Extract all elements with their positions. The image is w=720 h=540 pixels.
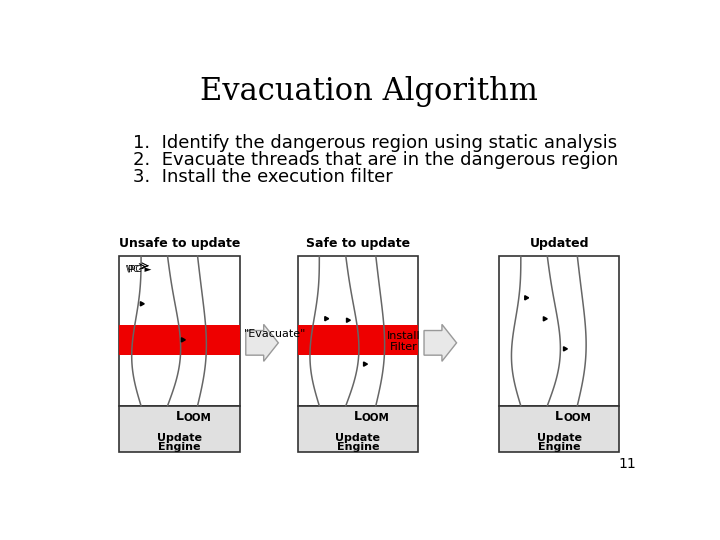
Polygon shape — [346, 318, 351, 322]
Polygon shape — [525, 296, 528, 300]
Text: L: L — [176, 410, 184, 423]
Text: Unsafe to update: Unsafe to update — [119, 237, 240, 249]
Text: 11: 11 — [618, 457, 636, 471]
Text: $\backslash$PC: $\backslash$PC — [125, 264, 140, 274]
Polygon shape — [364, 362, 367, 366]
Text: OOM: OOM — [563, 413, 591, 423]
Bar — [120, 325, 240, 355]
Bar — [120, 256, 240, 406]
Polygon shape — [544, 316, 547, 321]
Text: Engine: Engine — [158, 442, 201, 452]
Text: 3.  Install the execution filter: 3. Install the execution filter — [132, 168, 392, 186]
Text: Engine: Engine — [538, 442, 580, 452]
Text: L: L — [555, 410, 563, 423]
Text: Update: Update — [336, 433, 380, 443]
Text: 2.  Evacuate threads that are in the dangerous region: 2. Evacuate threads that are in the dang… — [132, 151, 618, 169]
Text: Update: Update — [157, 433, 202, 443]
Bar — [499, 256, 619, 406]
Text: Evacuation Algorithm: Evacuation Algorithm — [200, 76, 538, 107]
Polygon shape — [325, 316, 329, 321]
Polygon shape — [246, 325, 279, 361]
Text: Install
Filter: Install Filter — [387, 330, 420, 352]
Bar — [499, 406, 619, 452]
Polygon shape — [424, 325, 456, 361]
Bar — [120, 406, 240, 452]
Polygon shape — [181, 338, 185, 342]
Text: \PC ►: \PC ► — [127, 265, 152, 274]
Text: Engine: Engine — [336, 442, 379, 452]
Bar — [297, 325, 418, 355]
Text: OOM: OOM — [184, 413, 211, 423]
Text: Updated: Updated — [529, 237, 589, 249]
Text: Safe to update: Safe to update — [306, 237, 410, 249]
Text: Update: Update — [537, 433, 582, 443]
Text: OOM: OOM — [361, 413, 390, 423]
Bar — [297, 256, 418, 406]
Polygon shape — [140, 302, 144, 306]
Text: 1.  Identify the dangerous region using static analysis: 1. Identify the dangerous region using s… — [132, 134, 617, 152]
Polygon shape — [564, 347, 567, 351]
Text: L: L — [354, 410, 361, 423]
Bar — [297, 406, 418, 452]
Text: "Evacuate": "Evacuate" — [243, 329, 306, 339]
